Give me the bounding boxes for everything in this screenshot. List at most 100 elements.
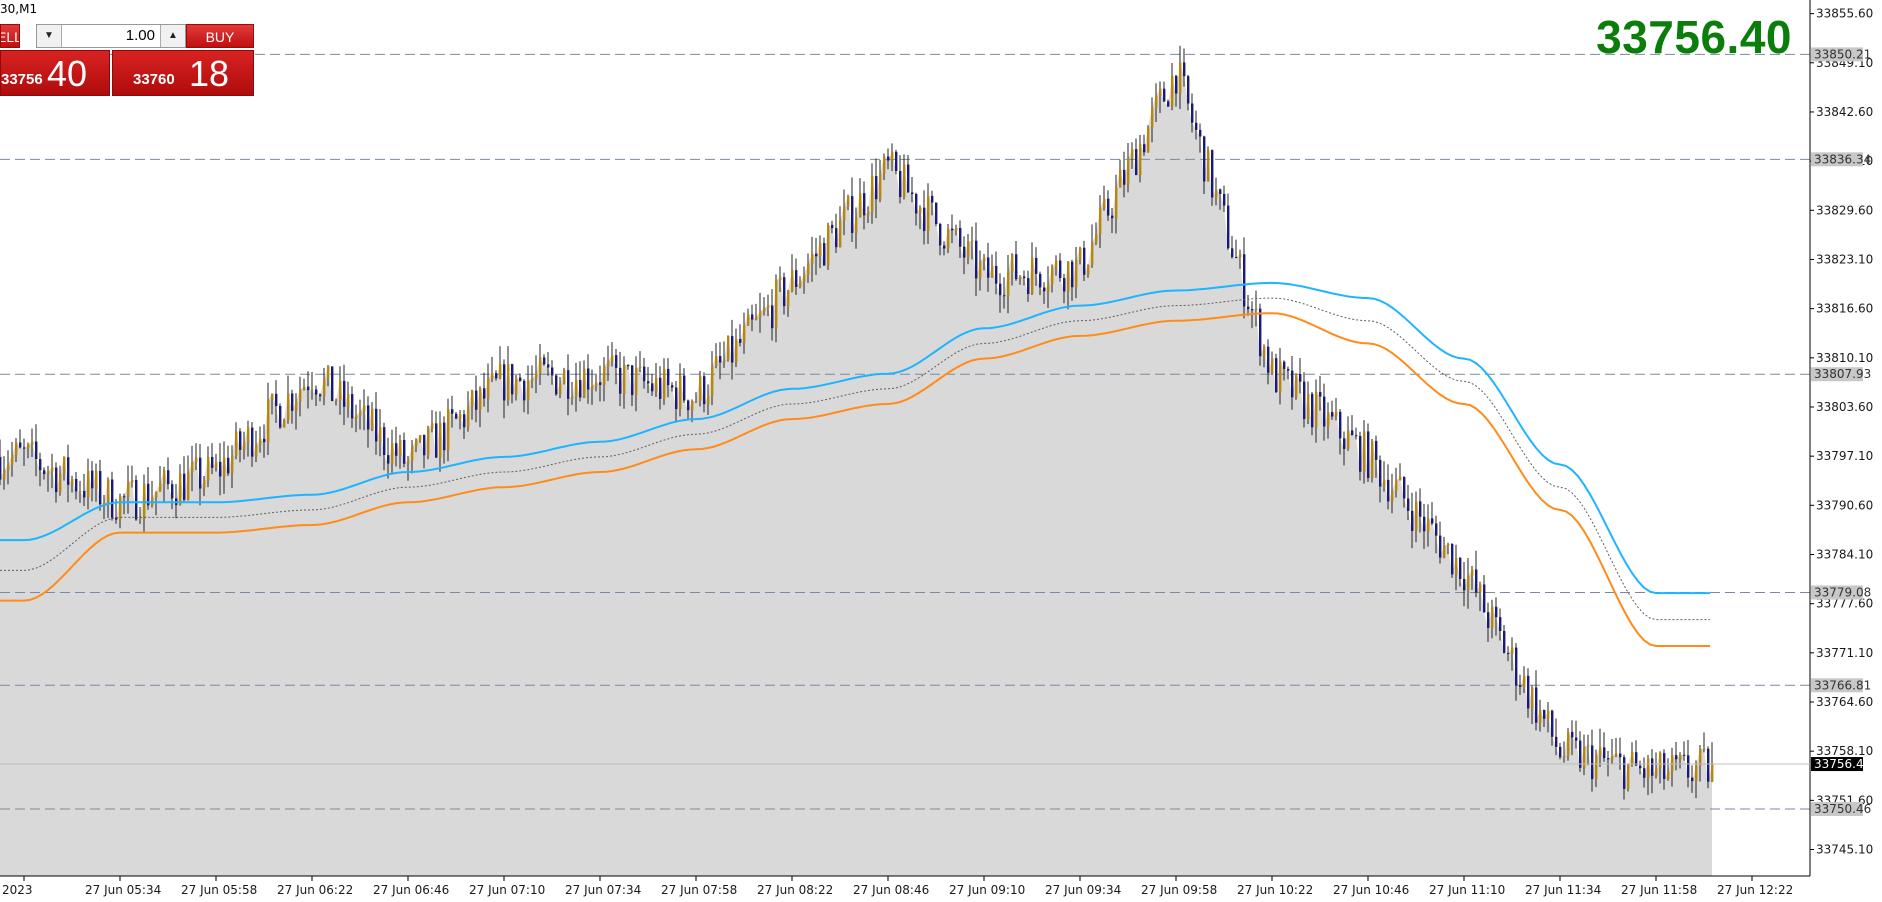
buy-quote[interactable]: 33760 18 <box>112 50 254 96</box>
candle-body <box>723 359 726 363</box>
candle-body <box>383 427 386 456</box>
candle-body <box>1063 278 1066 292</box>
candle-body <box>1551 710 1554 737</box>
candle-body <box>803 274 806 282</box>
candle-body <box>1011 254 1014 272</box>
candle-body <box>363 405 366 412</box>
level-label-box <box>1811 152 1863 167</box>
candle-body <box>695 400 698 402</box>
price-tick-label: 33855.60 <box>1816 7 1873 21</box>
candle-body <box>15 442 18 455</box>
candle-body <box>163 470 166 484</box>
candle-body <box>819 243 822 257</box>
candle-body <box>1467 575 1470 591</box>
candle-body <box>727 336 730 360</box>
candle-body <box>155 491 158 498</box>
candle-body <box>1567 731 1570 756</box>
candle-body <box>879 173 882 200</box>
ma-mid-line <box>0 297 1710 621</box>
candle-body <box>807 263 810 275</box>
candle-body <box>1655 768 1658 776</box>
candle-body <box>1523 675 1526 687</box>
candle-body <box>1179 62 1182 94</box>
candle-body <box>0 456 2 480</box>
lot-size-value[interactable]: 1.00 <box>125 27 155 44</box>
time-tick-label: 27 Jun 09:58 <box>1141 883 1217 897</box>
sell-quote-main: 33756 <box>1 71 43 88</box>
candle-body <box>1607 758 1610 760</box>
candle-body <box>539 357 542 374</box>
lot-decrease-icon[interactable]: ▼ <box>37 25 62 47</box>
candle-body <box>359 411 362 416</box>
candle-body <box>235 431 238 456</box>
candle-body <box>1691 777 1694 782</box>
candle-body <box>811 253 814 264</box>
candle-body <box>831 224 834 229</box>
candle-body <box>1267 346 1270 373</box>
candle-body <box>1423 516 1426 532</box>
candle-body <box>1027 278 1030 295</box>
one-click-trading-panel: ELL ▼ 1.00 ▲ BUY 33756 40 33760 18 <box>0 22 254 96</box>
candle-body <box>1491 606 1494 628</box>
level-label: 33779.08 <box>1814 585 1871 599</box>
candle-body <box>1191 103 1194 123</box>
candle-body <box>1683 754 1686 756</box>
candle-body <box>1131 149 1134 159</box>
candle-body <box>271 393 274 400</box>
candle-body <box>1379 459 1382 487</box>
candle-body <box>935 202 938 224</box>
time-tick-label: 27 Jun 07:10 <box>469 883 545 897</box>
candle-body <box>835 228 838 248</box>
candle-body <box>123 496 126 498</box>
sell-button[interactable]: ELL <box>0 24 20 48</box>
candle-body <box>1199 129 1202 137</box>
candle-body <box>951 228 954 231</box>
candle-body <box>491 373 494 379</box>
candle-body <box>1099 207 1102 235</box>
candle-body <box>707 395 710 405</box>
candle-body <box>595 382 598 386</box>
candle-body <box>767 305 770 308</box>
sell-quote[interactable]: 33756 40 <box>0 50 110 96</box>
candle-body <box>1591 745 1594 780</box>
candle-body <box>1643 768 1646 778</box>
candle-body <box>315 389 318 395</box>
candle-body <box>335 400 338 402</box>
candle-body <box>911 192 914 195</box>
candle-body <box>659 377 662 400</box>
candle-body <box>1015 254 1018 280</box>
candle-body <box>1351 430 1354 436</box>
candle-body <box>599 382 602 385</box>
candle-body <box>1183 62 1186 77</box>
level-label: 33807.93 <box>1814 367 1871 381</box>
candle-body <box>71 478 74 485</box>
candle-body <box>787 290 790 307</box>
buy-button[interactable]: BUY <box>186 24 254 48</box>
candle-body <box>1363 431 1366 472</box>
candle-body <box>731 336 734 363</box>
candle-body <box>139 518 142 520</box>
candle-body <box>267 399 270 443</box>
candle-body <box>687 400 690 411</box>
candle-body <box>1383 479 1386 487</box>
candle-body <box>1471 569 1474 576</box>
level-label-box <box>1811 801 1863 816</box>
candle-body <box>379 427 382 442</box>
price-tick-label: 33745.10 <box>1816 843 1873 857</box>
candle-body <box>1499 617 1502 632</box>
level-label-box <box>1811 585 1863 600</box>
lot-increase-icon[interactable]: ▲ <box>160 25 185 47</box>
candle-body <box>1107 198 1110 216</box>
candle-body <box>191 462 194 473</box>
candle-body <box>1163 88 1166 102</box>
candle-body <box>1659 753 1662 769</box>
time-tick-label: 27 Jun 11:58 <box>1621 883 1697 897</box>
candle-body <box>751 314 754 320</box>
candle-body <box>1003 295 1006 297</box>
horizontal-levels[interactable] <box>0 53 1858 810</box>
lot-size-field[interactable]: ▼ 1.00 ▲ <box>36 24 186 48</box>
level-label: 33750.46 <box>1814 802 1871 816</box>
candle-body <box>1427 518 1430 532</box>
candle-body <box>243 442 246 450</box>
